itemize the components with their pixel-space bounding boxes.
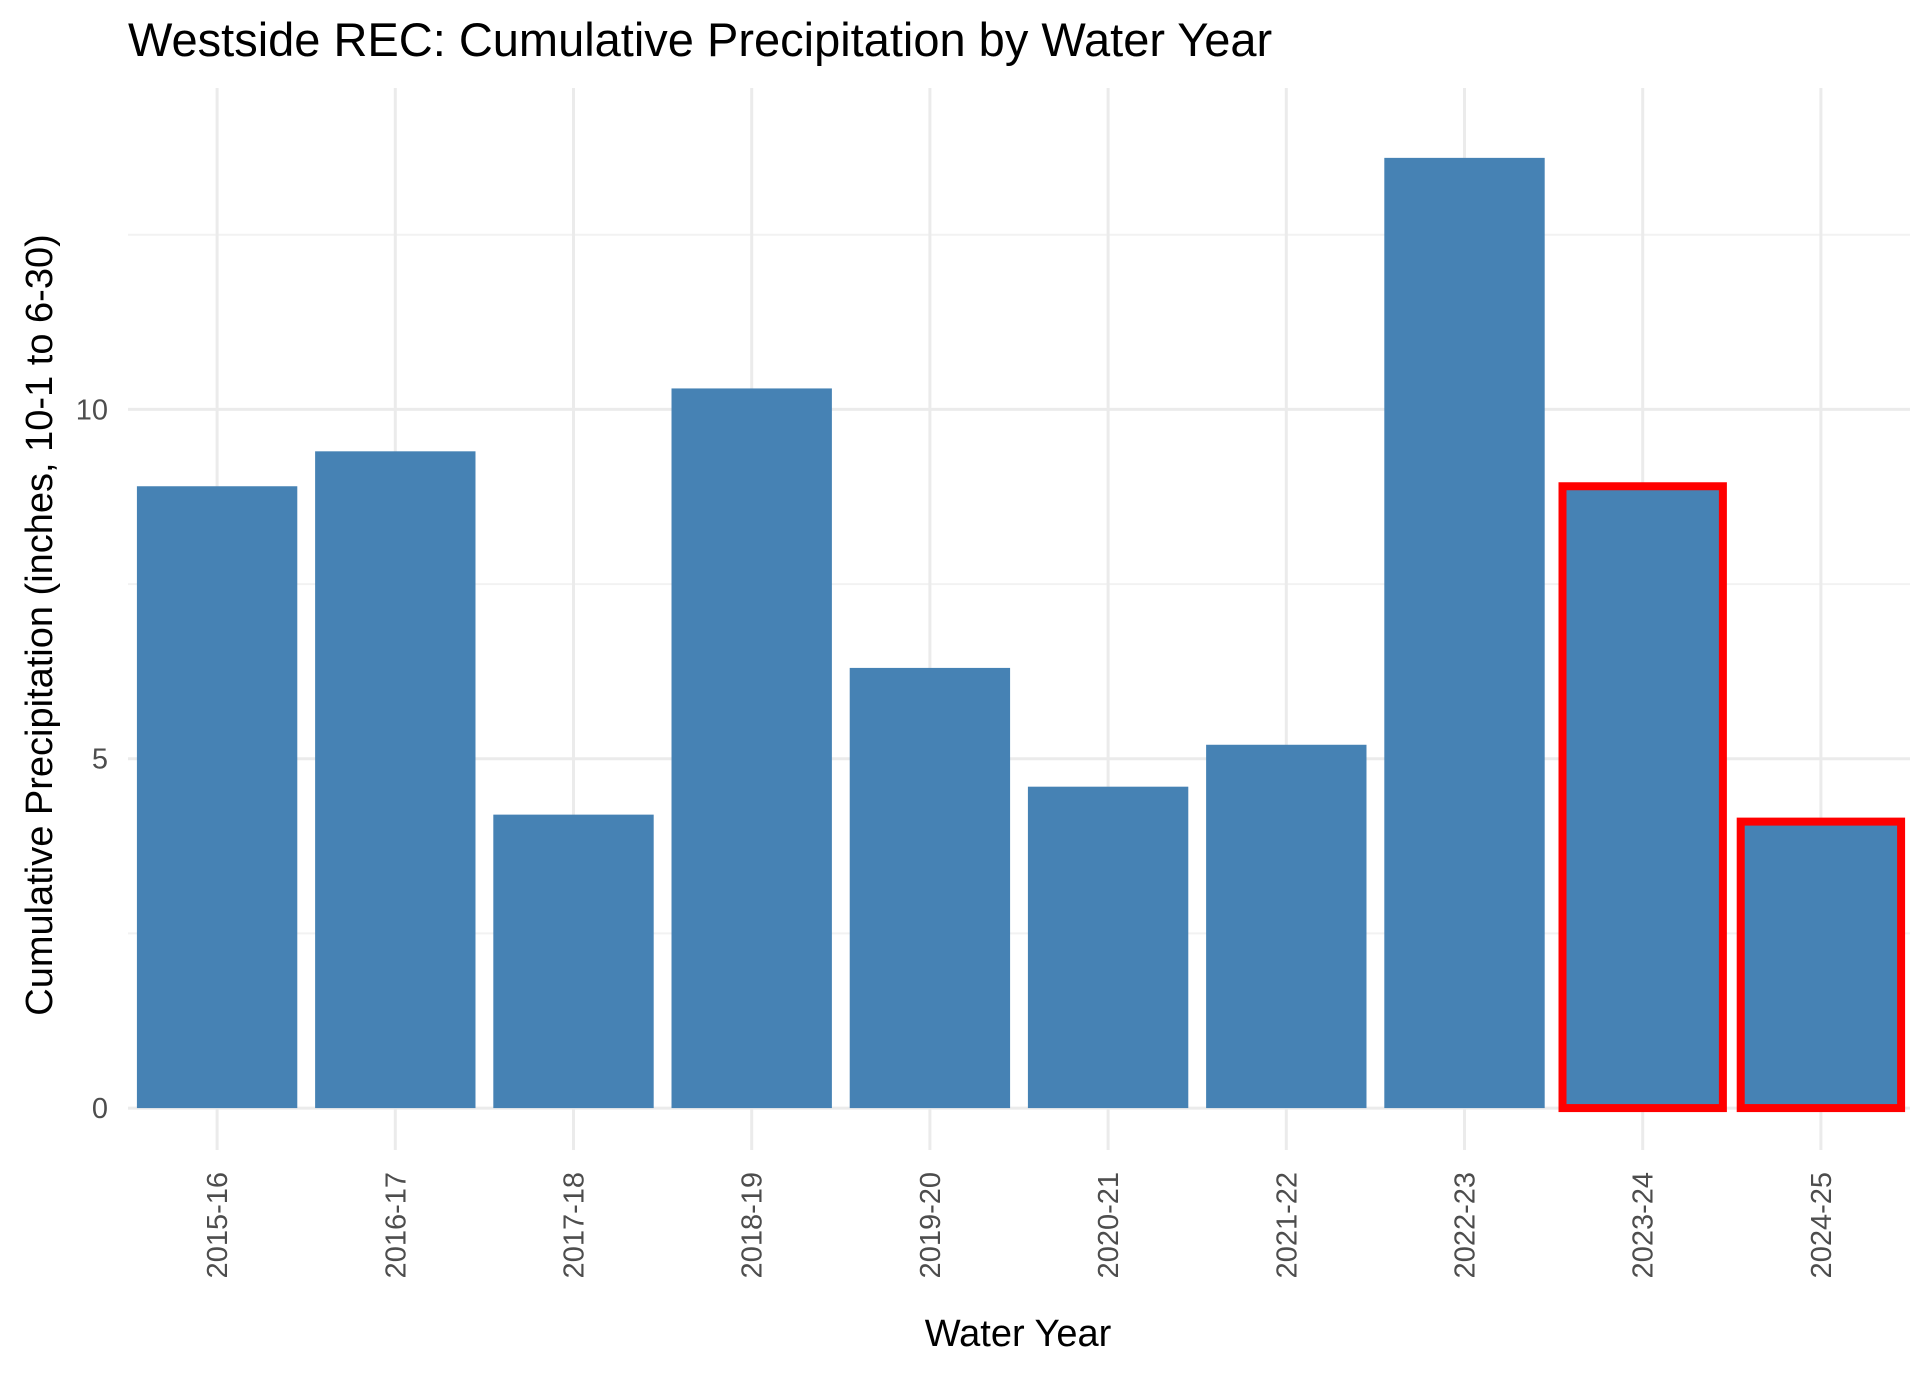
y-axis-ticks: 0 5 10	[76, 394, 108, 1125]
x-tick-label: 2018-19	[737, 1172, 769, 1278]
highlighted-bar-2024-25	[1736, 817, 1906, 1113]
bar-2020-21	[1027, 786, 1189, 1109]
x-axis-title: Water Year	[925, 1313, 1112, 1355]
bar-2017-18	[493, 814, 654, 1109]
highlighted-bar-2023-24	[1558, 482, 1727, 1113]
x-tick-label: 2024-25	[1806, 1172, 1838, 1278]
x-tick-label: 2021-22	[1271, 1172, 1303, 1278]
y-axis-title: Cumulative Precipitation (inches, 10-1 t…	[19, 234, 61, 1016]
bar-2015-16	[136, 486, 298, 1109]
x-tick-label: 2016-17	[380, 1172, 412, 1278]
x-tick-label: 2019-20	[915, 1172, 947, 1278]
bar-2018-19	[671, 388, 832, 1109]
x-tick-label: 2015-16	[202, 1172, 234, 1278]
x-tick-label: 2020-21	[1093, 1172, 1125, 1278]
x-tick-label: 2023-24	[1628, 1172, 1660, 1278]
y-tick-label: 0	[92, 1093, 108, 1125]
bar-2021-22	[1206, 744, 1367, 1109]
x-tick-label: 2017-18	[559, 1172, 591, 1278]
y-tick-label: 5	[92, 744, 108, 776]
chart-title: Westside REC: Cumulative Precipitation b…	[128, 13, 1272, 66]
x-axis-ticks: 2015-16 2016-17 2017-18 2018-19 2019-20 2020-…	[202, 1172, 1838, 1278]
bar-2019-20	[849, 667, 1011, 1109]
bar-2022-23	[1384, 157, 1545, 1109]
bar-2016-17	[315, 451, 476, 1109]
bars	[136, 157, 1906, 1113]
x-tick-label: 2022-23	[1450, 1172, 1482, 1278]
y-tick-label: 10	[76, 394, 108, 426]
